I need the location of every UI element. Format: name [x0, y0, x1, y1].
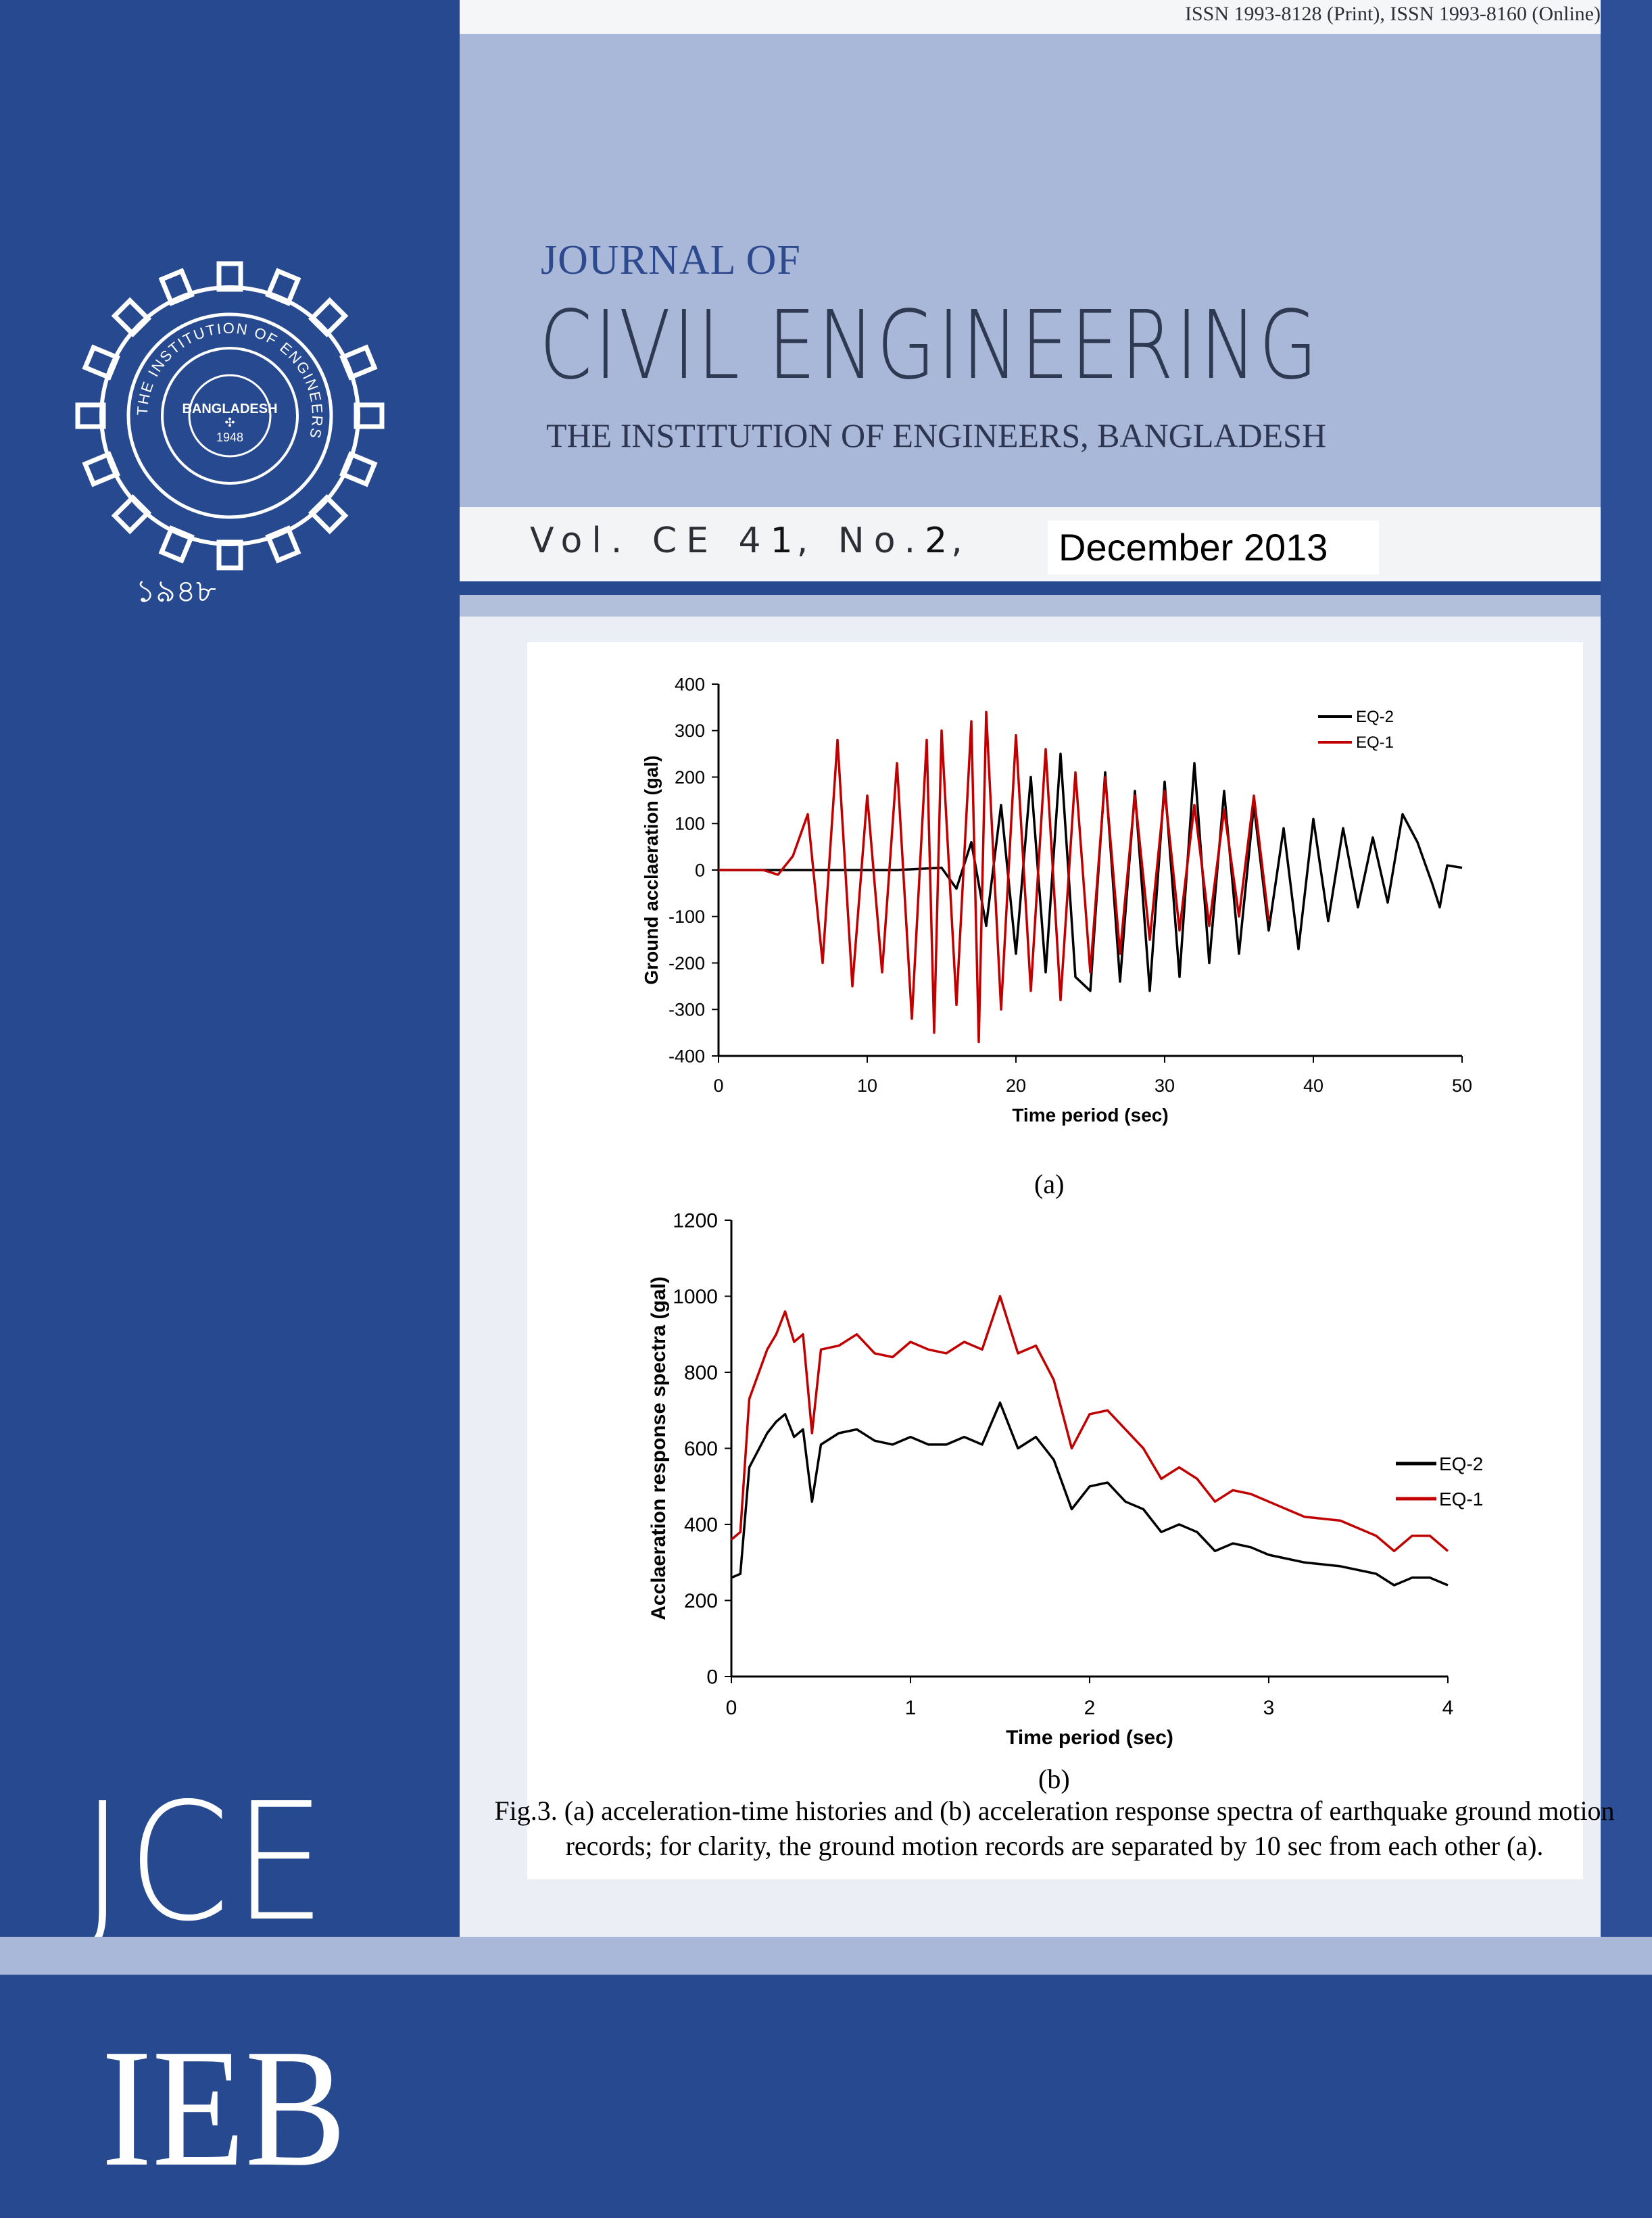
legend-label-eq-1: EQ-1 [1439, 1489, 1483, 1510]
y-tick-label: -100 [669, 907, 705, 927]
gear-tooth [111, 297, 152, 338]
left-cover-column [0, 0, 460, 1937]
issue-date: December 2013 [1059, 526, 1328, 569]
y-axis-label: Acclaeration response spectra (gal) [648, 1276, 670, 1620]
x-tick-label: 2 [1084, 1697, 1096, 1719]
legend-label-eq-1: EQ-1 [1356, 733, 1394, 752]
ieb-logotype: IEB [101, 2015, 347, 2202]
jce-logotype: JCE [81, 1768, 330, 1957]
volume-band [460, 507, 1601, 581]
y-axis-label: Ground acclaeration (gal) [641, 755, 662, 984]
volume-prefix: Vol. CE 4 [530, 521, 771, 561]
legend-label-eq-2: EQ-2 [1439, 1453, 1483, 1474]
y-tick-label: 300 [675, 721, 705, 741]
seal-center-text: BANGLADESH [182, 402, 277, 416]
y-tick-label: 1200 [673, 1210, 718, 1232]
y-tick-label: 0 [706, 1666, 718, 1689]
x-tick-label: 20 [1006, 1076, 1026, 1096]
gear-tooth [82, 451, 120, 487]
x-tick-label: 4 [1442, 1697, 1454, 1719]
ieb-seal-logo: THE INSTITUTION OF ENGINEERS BANGLADESH … [75, 261, 385, 608]
volume-line: Vol. CE 41, No.2, [530, 521, 972, 561]
gear-tooth [265, 268, 301, 306]
acceleration-time-chart: 400 300 200 100 0 -100 -200 -300 -400 0 10 20 30 40 50… [641, 674, 1472, 1126]
y-tick-label: 0 [695, 860, 705, 880]
seal-center-ring [188, 374, 272, 458]
subfigure-b-label: (b) [1038, 1764, 1070, 1794]
x-tick-label: 10 [857, 1076, 877, 1096]
series-line-eq-2 [731, 1401, 1449, 1587]
subfigure-a-label: (a) [1034, 1169, 1065, 1199]
journal-title: CIVIL ENGINEERING [539, 291, 1320, 401]
number-digit: 2 [925, 521, 952, 561]
gear-tooth [158, 268, 195, 306]
seal-inner-ring [161, 347, 299, 485]
y-tick-label: -200 [669, 953, 705, 973]
x-axis-label: Time period (sec) [1012, 1105, 1168, 1126]
seal-bengali-year: ১৯৪৮ [135, 573, 216, 608]
gear-tooth [339, 344, 378, 381]
volume-digit: 1 [770, 521, 797, 561]
divider-strip [460, 595, 1601, 617]
institution-name: THE INSTITUTION OF ENGINEERS, BANGLADESH [546, 416, 1327, 454]
y-tick-label: 200 [675, 767, 705, 788]
bottom-blue-band [0, 1975, 1652, 2218]
gear-tooth [308, 493, 349, 535]
y-tick-label: 400 [675, 674, 705, 694]
y-tick-label: 800 [684, 1362, 718, 1384]
x-tick-label: 30 [1155, 1076, 1175, 1096]
y-tick-label: -300 [669, 1000, 705, 1020]
y-tick-label: -400 [669, 1046, 705, 1066]
journal-of-label: JOURNAL OF [541, 237, 801, 283]
issn-line: ISSN 1993-8128 (Print), ISSN 1993-8160 (… [1185, 3, 1601, 25]
gear-tooth [111, 493, 152, 535]
date-box [1048, 521, 1379, 575]
seal-outer-ring [99, 285, 360, 546]
seal-star-icon: ✣ [224, 416, 235, 429]
title-panel [460, 34, 1601, 507]
x-tick-label: 0 [726, 1697, 737, 1719]
right-cover-strip [1601, 0, 1652, 1937]
y-tick-label: 400 [684, 1514, 718, 1537]
figure-caption: Fig.3. (a) acceleration-time histories a… [494, 1795, 1615, 1861]
number-prefix: , No. [796, 521, 925, 561]
series-line-eq-1 [719, 710, 1270, 1044]
y-tick-label: 1000 [673, 1286, 718, 1308]
seal-year: 1948 [216, 431, 243, 444]
series-line-eq-2 [719, 752, 1463, 992]
series-line-eq-1 [730, 1295, 1449, 1553]
gear-tooth [82, 344, 120, 381]
response-spectra-chart: 0 200 400 600 800 1000 1200 0 1 2 3 4 Time period (… [648, 1210, 1483, 1750]
x-tick-label: 40 [1303, 1076, 1323, 1096]
bottom-light-band [0, 1937, 1652, 1975]
x-tick-label: 1 [905, 1697, 917, 1719]
x-axis-label: Time period (sec) [1006, 1727, 1173, 1749]
y-tick-label: 100 [675, 814, 705, 834]
seal-middle-ring [126, 312, 333, 519]
x-tick-label: 0 [713, 1076, 723, 1096]
legend-label-eq-2: EQ-2 [1356, 708, 1394, 726]
gear-tooth [265, 525, 301, 564]
y-tick-label: 600 [684, 1438, 718, 1460]
top-strip [460, 0, 1601, 34]
issue-separator: , [951, 521, 972, 561]
x-tick-label: 3 [1263, 1697, 1275, 1719]
gear-tooth [339, 451, 378, 487]
y-tick-label: 200 [684, 1590, 718, 1612]
gear-tooth [158, 525, 195, 564]
gear-tooth [308, 297, 349, 338]
x-tick-label: 50 [1452, 1076, 1472, 1096]
